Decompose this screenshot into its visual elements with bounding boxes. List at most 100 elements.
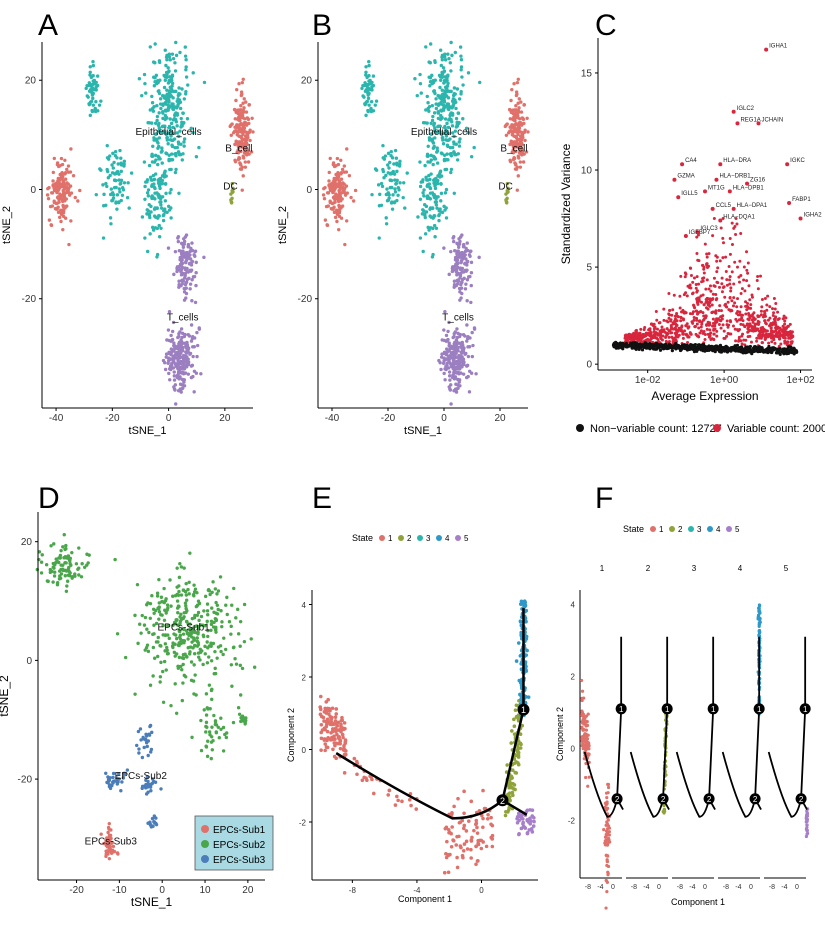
nonvariable-gene-point: [697, 343, 701, 347]
top-gene-point: [727, 189, 732, 194]
variable-gene-point: [749, 303, 753, 307]
cell-point: [205, 602, 210, 606]
variable-gene-point: [732, 296, 736, 300]
variable-gene-point: [685, 322, 689, 326]
cell-point: [57, 164, 61, 169]
cell-point: [193, 613, 197, 618]
variable-gene-point: [695, 252, 699, 256]
cell-point: [434, 130, 438, 135]
cell-point: [156, 193, 160, 197]
variable-gene-point: [689, 332, 693, 336]
cell-point: [188, 268, 192, 273]
cell-point: [518, 140, 522, 144]
cell-point: [94, 99, 98, 104]
x-tick-label: -40: [49, 413, 64, 424]
cell-point: [425, 94, 429, 99]
variable-gene-point: [746, 261, 750, 265]
cell-point: [94, 85, 98, 89]
cell-point: [229, 123, 233, 127]
cell-point: [135, 743, 139, 748]
cell-point: [166, 651, 170, 656]
cell-point: [342, 721, 347, 725]
variable-gene-point: [728, 282, 732, 286]
variable-gene-point: [696, 296, 700, 300]
cell-point: [368, 87, 372, 92]
x-tick-label: -40: [325, 413, 340, 424]
cell-point: [170, 329, 175, 334]
cell-point: [215, 656, 219, 660]
cell-point: [509, 98, 513, 103]
cell-point: [322, 196, 327, 201]
cell-point: [344, 170, 349, 174]
cell-point: [167, 636, 171, 641]
variable-gene-point: [723, 295, 727, 299]
cell-point: [57, 577, 62, 581]
cell-point: [239, 149, 243, 154]
cell-point: [521, 160, 526, 164]
cell-point: [172, 385, 176, 389]
cell-point: [442, 870, 447, 875]
variable-gene-point: [722, 329, 726, 333]
variable-gene-point: [738, 280, 742, 284]
cell-point: [455, 120, 459, 125]
cell-point: [438, 85, 442, 90]
cell-point: [170, 81, 175, 86]
cell-point: [237, 125, 241, 130]
cell-point: [137, 747, 141, 751]
cell-point: [464, 375, 469, 380]
cell-point: [201, 662, 205, 667]
panel-letter-d: D: [38, 482, 60, 515]
variable-gene-point: [748, 298, 752, 302]
cell-point: [318, 705, 323, 709]
variable-gene-point: [729, 289, 733, 293]
variable-gene-point: [721, 285, 725, 289]
cell-point: [114, 200, 118, 204]
cell-point: [474, 822, 478, 827]
cell-point: [234, 110, 238, 115]
cell-point: [321, 193, 326, 197]
cell-point: [465, 364, 469, 368]
cell-point: [510, 87, 514, 92]
cell-point: [167, 125, 172, 130]
x-axis-label: tSNE_1: [129, 425, 167, 437]
cell-point: [172, 650, 177, 655]
cell-point: [468, 274, 472, 279]
cell-point: [460, 233, 464, 237]
variable-gene-point: [763, 335, 767, 339]
cell-point: [194, 260, 198, 265]
cell-point: [367, 60, 371, 64]
cell-point: [152, 207, 157, 211]
cell-point: [188, 287, 192, 291]
cell-point: [431, 162, 435, 167]
nonvariable-gene-point: [650, 342, 654, 346]
cell-point: [241, 174, 245, 178]
cell-point: [191, 679, 196, 683]
cell-point: [146, 188, 151, 192]
cell-point: [164, 668, 168, 672]
cell-point: [229, 663, 234, 667]
cell-point: [133, 692, 137, 696]
variable-gene-point: [707, 252, 711, 256]
cell-point: [90, 109, 95, 114]
cell-point: [398, 162, 402, 166]
cell-point: [205, 661, 210, 665]
cell-point: [167, 52, 172, 56]
x-tick-label: -10: [112, 885, 127, 896]
cell-point: [117, 200, 121, 204]
cell-point: [244, 100, 248, 104]
variable-gene-point: [735, 265, 739, 269]
cell-point: [52, 156, 57, 161]
cell-point: [430, 118, 435, 123]
variable-gene-point: [766, 294, 770, 298]
variable-gene-point: [741, 323, 745, 327]
variable-gene-point: [711, 317, 715, 321]
cell-point: [211, 641, 216, 646]
variable-gene-point: [769, 326, 773, 330]
variable-gene-point: [696, 258, 700, 262]
variable-gene-point: [767, 341, 771, 345]
panel-letter-e: E: [312, 482, 332, 515]
variable-gene-point: [723, 303, 727, 307]
cell-point: [240, 145, 245, 149]
variable-gene-point: [634, 328, 638, 332]
variable-gene-point: [688, 283, 692, 287]
